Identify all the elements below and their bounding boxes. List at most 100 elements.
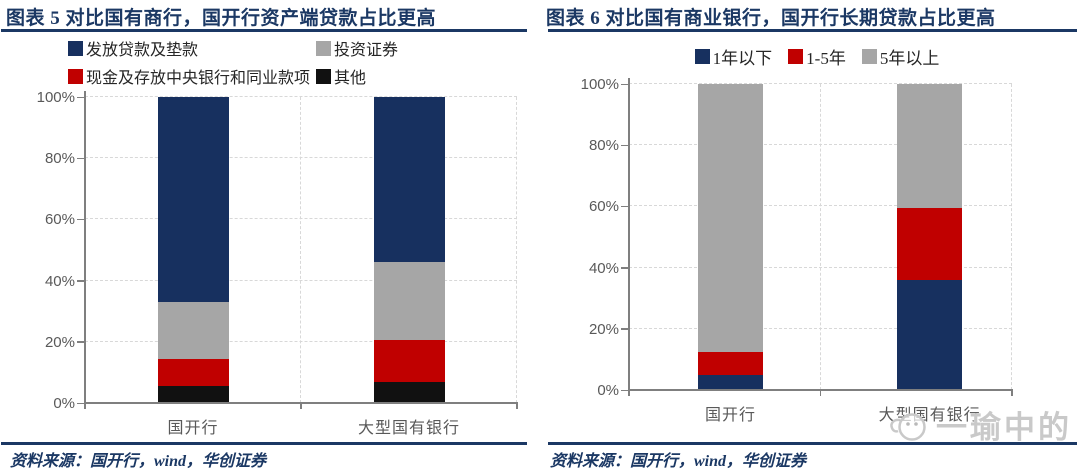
gridline (629, 327, 1012, 329)
vertical-gridline (1011, 84, 1012, 390)
legend-item: 1年以下 (694, 44, 773, 69)
y-tick-mark (77, 218, 84, 221)
x-tick-mark (84, 403, 86, 409)
x-category-label: 国开行 (704, 407, 756, 424)
y-tick-mark (621, 328, 628, 330)
legend-swatch-icon (788, 49, 804, 64)
vertical-gridline (300, 97, 301, 403)
y-axis (84, 91, 86, 404)
y-tick-label: 100% (36, 89, 75, 106)
gridline (629, 83, 1012, 84)
x-axis (628, 389, 1013, 391)
gridline (629, 144, 1012, 146)
legend-item: 发放贷款及垫款 (68, 36, 316, 60)
source-note: 资料来源：国开行，wind，华创证券 (10, 453, 267, 470)
legend-swatch-icon (861, 49, 877, 64)
legend-swatch-icon (68, 40, 83, 56)
stacked-bar-chart: 0% 20% 40% 60% 80% 100% 国开行 大型国有银行 (0, 80, 540, 440)
legend: 发放贷款及垫款 投资证券现金及存放中央银行和同业款项 其他 (68, 36, 398, 88)
plot-area: 0% 20% 40% 60% 80% 100% 国开行 大型国有银行 (37, 89, 518, 437)
legend-label: 现金及存放中央银行和同业款项 (86, 70, 311, 87)
legend-swatch-icon (316, 68, 331, 84)
bar-segment (373, 340, 445, 382)
chart-title: 图表 6 对比国有商业银行，国开行长期贷款占比更高 (546, 8, 996, 29)
bar-segment (157, 386, 229, 403)
legend-item: 其他 (316, 64, 398, 88)
gridline (85, 279, 517, 281)
stacked-bar-国开行 (157, 97, 229, 403)
bar-segment (697, 374, 763, 390)
y-tick-label: 80% (44, 150, 75, 168)
bar-segment (157, 302, 229, 359)
plot-area: 0% 20% 40% 60% 80% 100% 国开行 大型国有银行 (581, 76, 1013, 424)
y-tick-mark (621, 144, 628, 147)
y-tick-label: 60% (588, 198, 619, 216)
y-tick-mark (77, 157, 84, 160)
y-tick-mark (621, 267, 628, 269)
legend-label: 发放贷款及垫款 (86, 42, 199, 59)
x-tick-mark (628, 390, 630, 396)
gridline (85, 96, 517, 97)
stacked-bar-大型国有银行 (373, 97, 445, 403)
legend-item: 1-5年 (788, 44, 846, 69)
y-tick-mark (77, 402, 84, 404)
stacked-bar-大型国有银行 (897, 84, 963, 390)
vertical-gridline (819, 84, 821, 390)
x-category-label: 国开行 (167, 420, 219, 437)
y-tick-mark (621, 83, 628, 85)
watermark: 一瑜中的 (886, 402, 1072, 447)
y-tick-label: 60% (44, 211, 75, 229)
legend-item: 投资证券 (316, 36, 398, 60)
x-tick-mark (1011, 390, 1013, 396)
bar-segment (897, 84, 963, 208)
legend-label: 其他 (334, 70, 367, 87)
legend-item: 现金及存放中央银行和同业款项 (68, 64, 316, 88)
legend-label: 1年以下 (712, 49, 773, 68)
stacked-bar-国开行 (697, 84, 763, 390)
chart-panel-6: 图表 6 对比国有商业银行，国开行长期贷款占比更高 1年以下 1-5年 5年以上 0… (540, 0, 1080, 476)
legend-label: 投资证券 (334, 42, 399, 59)
legend-swatch-icon (316, 40, 331, 56)
y-tick-label: 20% (588, 320, 619, 338)
chart-title: 图表 5 对比国有商行，国开行资产端贷款占比更高 (6, 8, 437, 29)
bar-segment (897, 279, 963, 390)
y-tick-label: 80% (588, 137, 619, 155)
y-tick-label: 0% (53, 395, 75, 412)
y-tick-mark (77, 280, 84, 282)
bar-segment (373, 381, 445, 403)
footer-divider (1, 442, 527, 445)
y-tick-mark (621, 389, 628, 391)
legend: 1年以下 1-5年 5年以上 (540, 44, 1080, 69)
gridline (85, 340, 517, 342)
y-tick-label: 40% (588, 259, 619, 277)
y-axis (628, 78, 630, 391)
y-tick-label: 20% (44, 333, 75, 351)
x-tick-mark (300, 403, 302, 409)
title-divider (548, 29, 1077, 32)
bar-segment (697, 84, 763, 352)
bar-segment (373, 97, 445, 263)
stacked-bar-chart: 0% 20% 40% 60% 80% 100% 国开行 大型国有银行 (540, 70, 1080, 440)
legend-label: 1-5年 (806, 49, 846, 68)
bar-segment (897, 207, 963, 280)
y-tick-mark (77, 341, 84, 343)
x-tick-mark (516, 403, 518, 409)
bar-segment (157, 358, 229, 387)
vertical-gridline (516, 97, 517, 403)
y-tick-mark (621, 205, 628, 208)
legend-swatch-icon (694, 49, 710, 64)
legend-label: 5年以上 (879, 49, 940, 68)
bar-segment (373, 262, 445, 341)
gridline (85, 218, 517, 220)
gridline (629, 205, 1012, 207)
footer-divider (548, 442, 1077, 445)
bar-segment (697, 351, 763, 375)
gridline (85, 157, 517, 159)
y-tick-label: 0% (597, 382, 619, 399)
x-axis (84, 402, 518, 404)
smiley-logo-icon (890, 412, 926, 441)
title-divider (1, 29, 527, 32)
legend-swatch-icon (68, 68, 83, 84)
y-tick-label: 40% (44, 272, 75, 290)
